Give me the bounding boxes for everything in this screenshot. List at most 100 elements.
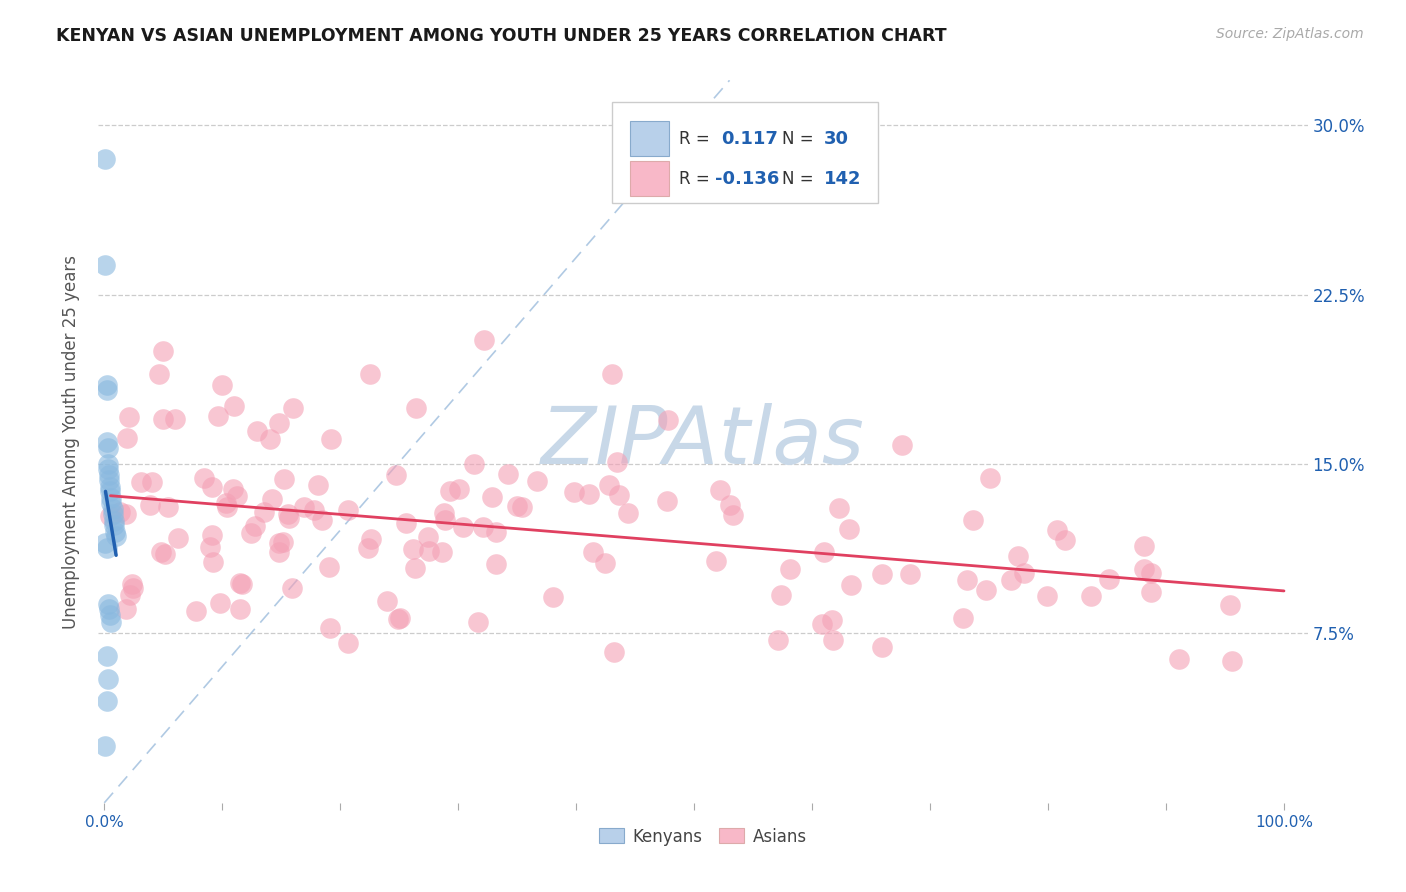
Point bbox=[839, 578, 862, 592]
Point bbox=[100, 491, 122, 505]
Point bbox=[1046, 523, 1069, 537]
Point bbox=[655, 494, 678, 508]
Point bbox=[439, 483, 461, 498]
Point bbox=[593, 556, 616, 570]
Point bbox=[117, 431, 139, 445]
Point bbox=[100, 509, 122, 524]
Point bbox=[98, 484, 121, 499]
Point bbox=[120, 588, 142, 602]
Point bbox=[110, 505, 132, 519]
Point bbox=[1054, 533, 1077, 547]
FancyBboxPatch shape bbox=[613, 102, 879, 203]
Point bbox=[152, 344, 174, 359]
Point bbox=[273, 535, 295, 549]
Point bbox=[404, 561, 426, 575]
Point bbox=[1098, 572, 1121, 586]
Point bbox=[811, 616, 834, 631]
Point bbox=[253, 505, 276, 519]
Point bbox=[766, 633, 789, 648]
Point bbox=[262, 491, 284, 506]
Point bbox=[1133, 562, 1156, 576]
Point bbox=[510, 500, 533, 514]
Point bbox=[101, 507, 124, 521]
Point bbox=[484, 525, 506, 540]
Point bbox=[416, 530, 439, 544]
Point bbox=[1168, 651, 1191, 665]
Point bbox=[118, 409, 141, 424]
Point bbox=[463, 458, 485, 472]
Point bbox=[387, 612, 409, 626]
Point bbox=[148, 368, 170, 382]
Point bbox=[222, 482, 245, 496]
Point bbox=[375, 594, 398, 608]
Point bbox=[97, 442, 120, 456]
Point bbox=[97, 597, 120, 611]
Point bbox=[496, 467, 519, 482]
Point bbox=[606, 455, 628, 469]
Point bbox=[97, 672, 120, 686]
Point bbox=[395, 516, 418, 530]
Point bbox=[98, 480, 121, 494]
Point bbox=[319, 432, 342, 446]
Point bbox=[101, 502, 124, 516]
Text: ZIPAtlas: ZIPAtlas bbox=[541, 402, 865, 481]
Text: R =: R = bbox=[679, 169, 710, 187]
Point bbox=[114, 602, 136, 616]
Point bbox=[541, 590, 564, 604]
Point bbox=[139, 498, 162, 512]
Text: KENYAN VS ASIAN UNEMPLOYMENT AMONG YOUTH UNDER 25 YEARS CORRELATION CHART: KENYAN VS ASIAN UNEMPLOYMENT AMONG YOUTH… bbox=[56, 27, 946, 45]
Point bbox=[201, 528, 224, 542]
Point bbox=[259, 433, 281, 447]
Point bbox=[598, 478, 620, 492]
Point bbox=[721, 508, 744, 523]
Point bbox=[603, 645, 626, 659]
Point bbox=[229, 576, 252, 591]
Point bbox=[828, 500, 851, 515]
Point bbox=[215, 496, 238, 510]
Point bbox=[821, 613, 844, 627]
Text: 0.117: 0.117 bbox=[721, 130, 778, 148]
Point bbox=[273, 472, 295, 486]
Point bbox=[103, 514, 125, 528]
Point bbox=[200, 540, 222, 554]
Point bbox=[193, 471, 215, 485]
Point bbox=[1140, 566, 1163, 580]
Point bbox=[96, 378, 118, 392]
Point bbox=[657, 413, 679, 427]
Point bbox=[360, 533, 382, 547]
Point bbox=[94, 536, 117, 550]
Point bbox=[269, 545, 291, 559]
Point bbox=[246, 425, 269, 439]
Point bbox=[1218, 598, 1240, 612]
Point bbox=[208, 596, 231, 610]
Point bbox=[336, 636, 359, 650]
Point bbox=[281, 401, 304, 415]
Point bbox=[388, 611, 411, 625]
Point bbox=[898, 567, 921, 582]
Point bbox=[278, 511, 301, 525]
Point bbox=[1080, 589, 1102, 603]
Point bbox=[202, 555, 225, 569]
Point bbox=[122, 581, 145, 595]
Point bbox=[405, 401, 427, 415]
Point bbox=[1007, 549, 1029, 563]
Point bbox=[709, 483, 731, 498]
Point bbox=[600, 367, 623, 381]
Point bbox=[165, 412, 187, 426]
Point bbox=[451, 520, 474, 534]
Point bbox=[704, 554, 727, 568]
Point bbox=[94, 739, 117, 754]
Point bbox=[97, 457, 120, 471]
Point bbox=[779, 562, 801, 576]
Point bbox=[472, 333, 495, 347]
Point bbox=[100, 495, 122, 509]
Point bbox=[105, 529, 128, 543]
Point bbox=[153, 548, 176, 562]
Point bbox=[229, 602, 252, 616]
FancyBboxPatch shape bbox=[630, 121, 669, 156]
Point bbox=[149, 545, 172, 559]
Point bbox=[277, 507, 299, 521]
Point bbox=[526, 474, 548, 488]
Text: N =: N = bbox=[782, 130, 813, 148]
Y-axis label: Unemployment Among Youth under 25 years: Unemployment Among Youth under 25 years bbox=[62, 254, 80, 629]
